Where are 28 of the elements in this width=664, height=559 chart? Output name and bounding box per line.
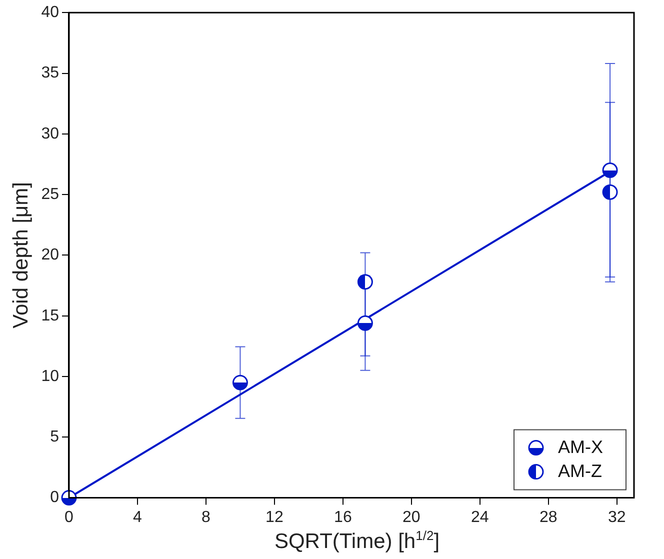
y-tick-label: 35 xyxy=(41,64,60,82)
y-tick-label: 30 xyxy=(41,125,60,142)
point xyxy=(232,374,248,390)
x-tick-label: 8 xyxy=(202,508,211,526)
legend-label: AM-Z xyxy=(558,460,602,481)
y-tick-label: 10 xyxy=(41,368,60,385)
point xyxy=(61,490,77,506)
point xyxy=(602,162,618,178)
x-axis-title: SQRT(Time) [h$^{1/2}$] xyxy=(273,528,441,554)
x-tick-label: 28 xyxy=(539,508,558,526)
y-tick-label: 15 xyxy=(41,307,60,324)
x-tick-label: 16 xyxy=(334,508,352,526)
x-tick-label: 4 xyxy=(133,508,142,526)
x-tick-label: 20 xyxy=(402,508,420,526)
point xyxy=(357,274,373,290)
y-tick-label: 25 xyxy=(41,186,60,203)
point xyxy=(357,315,373,331)
y-axis-title: Void depth [μm] xyxy=(9,182,32,328)
x-tick-label: 12 xyxy=(266,508,284,526)
x-tick-label: 32 xyxy=(608,508,626,526)
y-tick-label: 5 xyxy=(50,428,60,446)
x-tick-label: 24 xyxy=(471,508,489,526)
y-tick-label: 20 xyxy=(41,246,60,264)
x-tick-label: 0 xyxy=(64,508,74,526)
y-tick-label: 40 xyxy=(41,4,60,22)
legend-label: AM-X xyxy=(558,436,603,457)
y-tick-label: 0 xyxy=(50,489,60,506)
point xyxy=(602,184,618,200)
